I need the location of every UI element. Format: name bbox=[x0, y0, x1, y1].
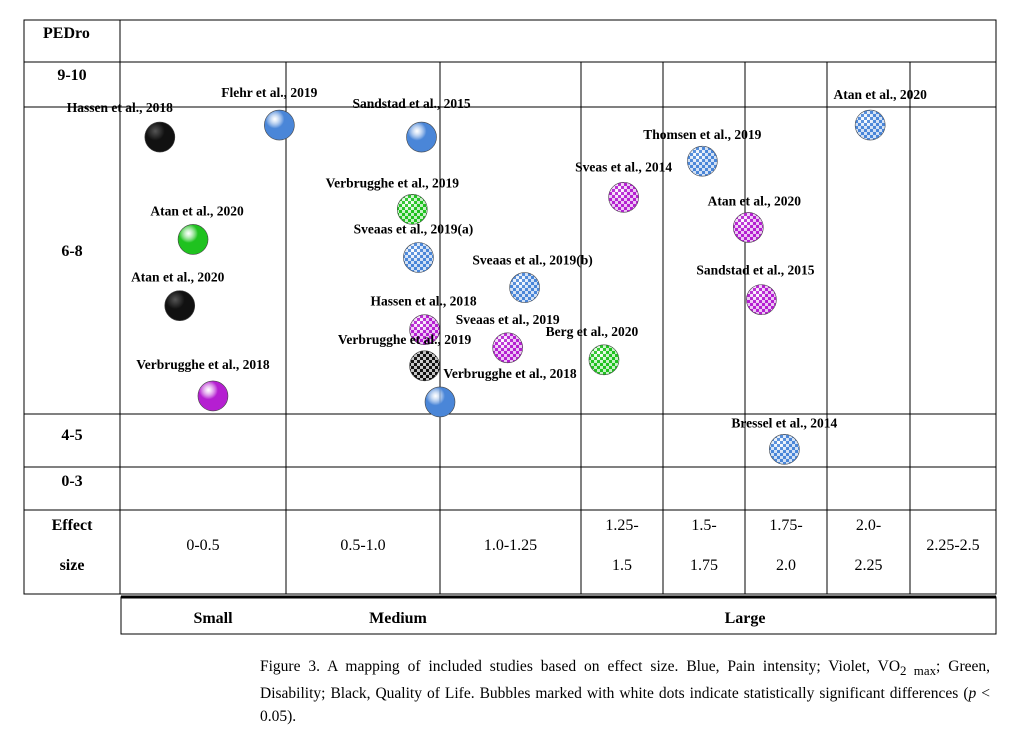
study-bubble-group: Sandstad et al., 2015 bbox=[352, 96, 471, 153]
study-bubble-group: Atan et al., 2020 bbox=[708, 193, 802, 243]
study-bubble-group: Sveaas et al., 2019(b) bbox=[472, 253, 593, 303]
effect-size-column-labels: 0-0.5 0.5-1.0 1.0-1.25 1.25- 1.5 1.5- 1.75 1.75… bbox=[186, 517, 979, 574]
table-grid bbox=[23, 19, 997, 595]
study-bubble-group: Sandstad et al., 2015 bbox=[696, 263, 815, 315]
study-bubble-group: Berg et al., 2020 bbox=[546, 324, 639, 376]
caption-text-part2: ; Green, Disability; Black, Quality of L… bbox=[260, 658, 991, 703]
study-label: Verbrugghe et al., 2018 bbox=[443, 366, 577, 381]
study-bubble-shine bbox=[733, 212, 764, 243]
effect-size-column-label: 1.5 bbox=[612, 557, 632, 574]
study-bubble-group: Sveaas et al., 2019 bbox=[456, 312, 560, 364]
study-label: Verbrugghe et al., 2018 bbox=[136, 357, 270, 372]
figure-caption: Figure 3. A mapping of included studies … bbox=[260, 655, 990, 728]
effect-size-column-label: 0.5-1.0 bbox=[340, 537, 385, 554]
study-label: Sveaas et al., 2019 bbox=[456, 312, 560, 327]
study-bubble bbox=[406, 121, 437, 153]
study-bubble-shine bbox=[608, 182, 639, 213]
caption-p-symbol: p bbox=[968, 685, 977, 703]
pedro-row-label: 9-10 bbox=[57, 67, 86, 84]
caption-text-part3: < 0.05). bbox=[260, 685, 990, 726]
study-bubble-group: Hassen et al., 2018 bbox=[371, 294, 477, 346]
study-label: Atan et al., 2020 bbox=[833, 87, 927, 102]
study-label: Berg et al., 2020 bbox=[546, 324, 639, 339]
study-bubble bbox=[424, 386, 456, 418]
study-bubble-group: Hassen et al., 2018 bbox=[67, 100, 176, 153]
study-bubbles: Hassen et al., 2018 Flehr et al., 2019 San… bbox=[67, 85, 927, 465]
study-bubble-shine bbox=[855, 110, 886, 141]
effect-category-band: Small Medium Large bbox=[120, 595, 997, 635]
effect-size-column-label: 2.0- bbox=[856, 517, 881, 534]
study-bubble-group: Atan et al., 2020 bbox=[150, 203, 244, 255]
study-bubble-group: Thomsen et al., 2019 bbox=[643, 127, 762, 177]
effect-size-label-top: Effect bbox=[52, 517, 94, 534]
study-label: Flehr et al., 2019 bbox=[221, 85, 317, 100]
effect-category-label: Small bbox=[193, 610, 233, 627]
study-bubble-shine bbox=[403, 242, 434, 273]
effect-size-column-label: 1.25- bbox=[605, 517, 638, 534]
study-bubble-group: Bressel et al., 2014 bbox=[731, 415, 838, 465]
table-border bbox=[23, 19, 997, 595]
study-label: Sveaas et al., 2019(b) bbox=[472, 253, 592, 268]
caption-text-part1: A mapping of included studies based on e… bbox=[320, 658, 901, 675]
study-bubble-shine bbox=[492, 332, 523, 363]
pedro-axis-title: PEDro bbox=[43, 25, 90, 42]
study-label: Hassen et al., 2018 bbox=[67, 100, 173, 115]
study-bubble-shine bbox=[409, 350, 440, 381]
effect-category-label: Medium bbox=[369, 610, 427, 627]
study-label: Hassen et al., 2018 bbox=[371, 294, 477, 309]
study-bubble bbox=[197, 380, 229, 412]
category-band-border bbox=[120, 596, 997, 635]
pedro-row-labels: 9-10 6-8 4-5 0-3 bbox=[57, 67, 86, 490]
study-label: Atan et al., 2020 bbox=[150, 203, 244, 218]
study-bubble-shine bbox=[769, 434, 800, 465]
study-bubble bbox=[264, 109, 295, 141]
study-bubble-shine bbox=[687, 146, 718, 177]
study-label: Verbrugghe et al., 2019 bbox=[338, 332, 472, 347]
study-bubble-group: Verbrugghe et al., 2018 bbox=[136, 357, 270, 412]
effect-size-column-label: 1.75 bbox=[690, 557, 718, 574]
effect-size-column-label: 1.5- bbox=[691, 517, 716, 534]
study-bubble-group: Atan et al., 2020 bbox=[131, 270, 225, 321]
pedro-row-label: 4-5 bbox=[61, 427, 82, 444]
study-bubble bbox=[164, 290, 196, 321]
caption-figure-label: Figure 3. bbox=[260, 658, 321, 675]
effect-size-column-label: 0-0.5 bbox=[186, 537, 219, 554]
effect-category-label: Large bbox=[725, 610, 766, 627]
study-label: Sandstad et al., 2015 bbox=[696, 263, 814, 278]
table-headers: PEDro Effect size bbox=[43, 25, 93, 574]
study-bubble-group: Verbrugghe et al., 2018 bbox=[424, 366, 577, 418]
study-bubble bbox=[144, 121, 176, 153]
study-bubble-shine bbox=[397, 194, 428, 225]
study-bubble-shine bbox=[746, 284, 777, 315]
effect-size-label-bottom: size bbox=[60, 557, 85, 574]
study-label: Sveaas et al., 2019(a) bbox=[354, 221, 474, 236]
study-bubble-shine bbox=[509, 272, 540, 303]
study-bubble bbox=[177, 224, 209, 255]
effect-size-column-label: 2.25-2.5 bbox=[926, 537, 979, 554]
study-bubble-group: Sveas et al., 2014 bbox=[575, 159, 672, 213]
study-bubble-shine bbox=[409, 314, 440, 345]
study-bubble-group: Sveaas et al., 2019(a) bbox=[354, 221, 474, 273]
pedro-row-label: 0-3 bbox=[61, 473, 82, 490]
study-label: Thomsen et al., 2019 bbox=[643, 127, 761, 142]
effect-size-column-label: 2.0 bbox=[776, 557, 796, 574]
study-bubble-group: Flehr et al., 2019 bbox=[221, 85, 318, 141]
caption-vo2-subscript: 2 max bbox=[900, 663, 937, 679]
study-label: Atan et al., 2020 bbox=[708, 193, 802, 208]
study-label: Bressel et al., 2014 bbox=[731, 415, 837, 430]
study-bubble-group: Verbrugghe et al., 2019 bbox=[326, 175, 460, 225]
effect-size-column-label: 1.75- bbox=[769, 517, 802, 534]
effect-size-column-label: 1.0-1.25 bbox=[484, 537, 537, 554]
study-label: Atan et al., 2020 bbox=[131, 270, 225, 285]
study-label: Verbrugghe et al., 2019 bbox=[326, 175, 460, 190]
study-label: Sandstad et al., 2015 bbox=[352, 96, 470, 111]
effect-size-column-label: 2.25 bbox=[855, 557, 883, 574]
study-bubble-group: Verbrugghe et al., 2019 bbox=[338, 332, 472, 382]
study-bubble-shine bbox=[588, 344, 619, 375]
pedro-row-label: 6-8 bbox=[61, 243, 82, 260]
study-bubble-group: Atan et al., 2020 bbox=[833, 87, 927, 141]
study-label: Sveas et al., 2014 bbox=[575, 159, 672, 174]
